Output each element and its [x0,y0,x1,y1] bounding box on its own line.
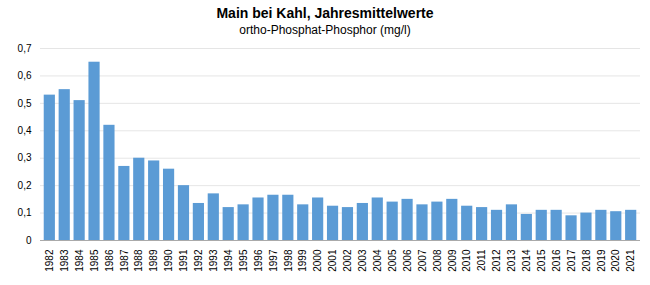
svg-text:1993: 1993 [208,249,219,272]
svg-text:0,7: 0,7 [18,43,32,54]
svg-text:0,4: 0,4 [18,125,32,136]
svg-text:1984: 1984 [74,249,85,272]
svg-text:1982: 1982 [44,249,55,272]
svg-text:1992: 1992 [193,249,204,272]
svg-text:1996: 1996 [253,249,264,272]
svg-text:2004: 2004 [372,249,383,272]
svg-text:2005: 2005 [387,249,398,272]
svg-text:0,2: 0,2 [18,180,32,191]
svg-text:2020: 2020 [610,249,621,272]
svg-text:2021: 2021 [625,249,636,272]
svg-text:1999: 1999 [297,249,308,272]
svg-text:1986: 1986 [104,249,115,272]
svg-text:1998: 1998 [283,249,294,272]
svg-text:1991: 1991 [178,249,189,272]
svg-text:2017: 2017 [566,249,577,272]
svg-text:1987: 1987 [119,249,130,272]
svg-text:1985: 1985 [89,249,100,272]
svg-text:1997: 1997 [268,249,279,272]
svg-text:2001: 2001 [327,249,338,272]
svg-text:0: 0 [26,235,32,246]
svg-text:0,1: 0,1 [18,207,32,218]
svg-text:1994: 1994 [223,249,234,272]
svg-text:2003: 2003 [357,249,368,272]
svg-text:1989: 1989 [148,249,159,272]
svg-text:2018: 2018 [581,249,592,272]
svg-text:1990: 1990 [163,249,174,272]
html-text:Main bei Kahl, Jahresmittelwer: Main bei Kahl, Jahresmittelwerte [216,5,434,21]
svg-text:2006: 2006 [402,249,413,272]
svg-text:0,3: 0,3 [18,152,32,163]
svg-text:2015: 2015 [536,249,547,272]
svg-text:2012: 2012 [491,249,502,272]
svg-text:0,6: 0,6 [18,70,32,81]
svg-text:2019: 2019 [596,249,607,272]
svg-text:2008: 2008 [432,249,443,272]
svg-text:2010: 2010 [461,249,472,272]
svg-text:2016: 2016 [551,249,562,272]
svg-text:2011: 2011 [476,249,487,271]
svg-text:2014: 2014 [521,249,532,272]
svg-text:0,5: 0,5 [18,98,32,109]
html-text:ortho-Phosphat-Phosphor (mg/l): ortho-Phosphat-Phosphor (mg/l) [239,23,411,37]
svg-text:2002: 2002 [342,249,353,272]
svg-text:2009: 2009 [447,249,458,272]
svg-text:2007: 2007 [417,249,428,272]
svg-text:1988: 1988 [133,249,144,272]
svg-text:1983: 1983 [59,249,70,272]
svg-text:2000: 2000 [312,249,323,272]
svg-text:2013: 2013 [506,249,517,272]
svg-text:1995: 1995 [238,249,249,272]
